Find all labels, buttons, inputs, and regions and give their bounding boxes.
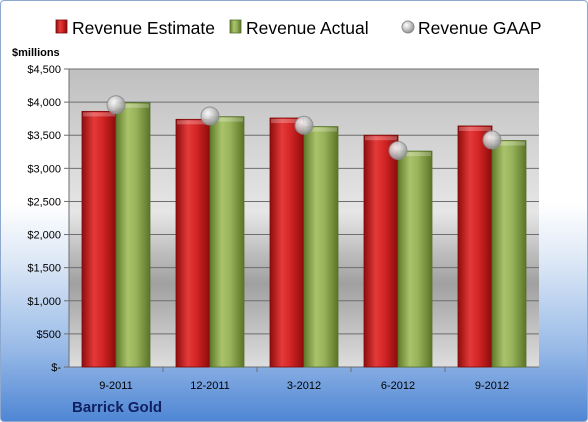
bar-highlight xyxy=(365,136,397,141)
actual-bar xyxy=(209,116,245,368)
y-tick-label: $3,000 xyxy=(27,163,61,175)
y-tick-label: $2,000 xyxy=(27,230,61,242)
gaap-marker xyxy=(388,140,408,160)
legend-label: Revenue Estimate xyxy=(72,18,215,38)
y-axis-unit-label: $millions xyxy=(12,47,60,59)
legend-label: Revenue GAAP xyxy=(418,18,542,38)
actual-bar xyxy=(491,140,527,368)
company-name: Barrick Gold xyxy=(72,399,163,416)
estimate-bar xyxy=(269,117,305,368)
x-tick-label: 9-2011 xyxy=(99,380,132,392)
bar-highlight xyxy=(177,120,209,125)
x-tick-label: 12-2011 xyxy=(190,380,230,392)
bar-highlight xyxy=(305,127,337,132)
estimate-bar xyxy=(81,110,117,368)
x-tick-label: 3-2012 xyxy=(287,380,321,392)
y-axis-ticks: $- $500 $1,000 $1,500 $2,000 $2,500 $3,000 $3,5… xyxy=(27,64,70,374)
legend-swatch xyxy=(229,19,242,34)
y-tick-label: $4,500 xyxy=(27,64,61,76)
bar-highlight xyxy=(211,117,243,122)
gaap-marker xyxy=(482,130,502,150)
y-tick-label: $4,000 xyxy=(27,97,61,109)
legend-label: Revenue Actual xyxy=(246,18,369,38)
bar-highlight xyxy=(459,126,491,131)
bar-series xyxy=(81,102,527,368)
bar-highlight xyxy=(83,112,115,117)
legend-swatch xyxy=(401,20,415,34)
marker-series xyxy=(106,95,502,160)
y-tick-label: $1,000 xyxy=(27,296,61,308)
y-tick-label: $500 xyxy=(37,329,61,341)
gaap-marker xyxy=(106,95,126,115)
bar-highlight xyxy=(117,103,149,108)
chart-legend: Revenue Estimate Revenue Actual Revenue GA… xyxy=(55,18,542,38)
estimate-bar xyxy=(457,125,493,368)
estimate-bar xyxy=(175,118,211,368)
x-tick-label: 9-2012 xyxy=(475,380,509,392)
y-tick-label: $3,500 xyxy=(27,130,61,142)
actual-bar xyxy=(397,150,433,368)
gaap-marker xyxy=(200,106,220,126)
gaap-marker xyxy=(294,115,314,135)
x-tick-label: 6-2012 xyxy=(381,380,415,392)
bar-highlight xyxy=(399,152,431,157)
y-tick-label: $2,500 xyxy=(27,196,61,208)
legend-swatch xyxy=(55,19,68,34)
y-tick-label: $1,500 xyxy=(27,263,61,275)
actual-bar xyxy=(115,102,151,368)
x-axis-ticks: 9-2011 12-2011 3-2012 6-2012 9-2012 xyxy=(69,366,539,392)
actual-bar xyxy=(303,126,339,368)
bar-highlight xyxy=(493,141,525,146)
y-tick-label: $- xyxy=(51,362,61,374)
bar-highlight xyxy=(271,119,303,124)
estimate-bar xyxy=(363,134,399,368)
